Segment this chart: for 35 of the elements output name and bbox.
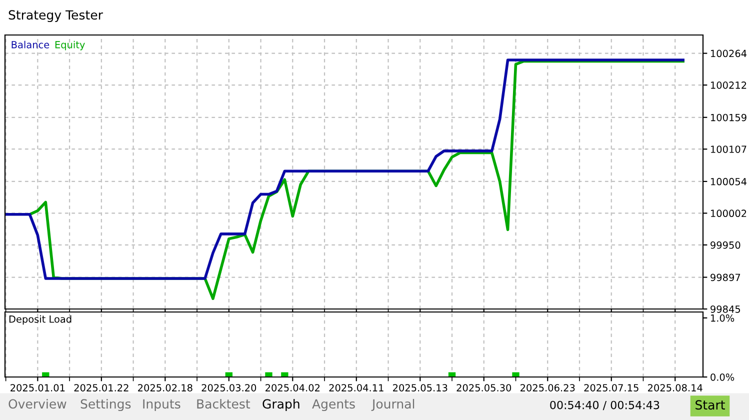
x-tick-label: 2025.06.23 — [520, 384, 575, 392]
text: Graph — [262, 398, 300, 412]
x-tick-label: 2025.01.22 — [74, 384, 128, 392]
y-tick-label: 99897 — [710, 274, 740, 282]
text: Equity — [55, 40, 85, 50]
y-tick-label: 0.0% — [710, 373, 734, 381]
x-tick-label: 2025.04.02 — [266, 384, 320, 392]
y-tick-label: 100002 — [711, 210, 746, 218]
x-tick-label: 2025.03.20 — [202, 384, 256, 392]
y-tick-label: 99950 — [710, 241, 740, 249]
text: Overview — [8, 398, 66, 409]
text: Agents — [312, 399, 355, 412]
text: Balance — [12, 40, 50, 48]
x-tick-label: 2025.05.13 — [393, 384, 448, 392]
x-tick-label: 2025.02.18 — [138, 384, 192, 392]
y-tick-label: 100107 — [711, 146, 746, 153]
text: Inputs — [143, 399, 180, 412]
x-tick-label: 2025.05.30 — [456, 384, 512, 392]
text: 00:54:40 / 00:54:43 — [550, 400, 660, 410]
x-tick-label: 2025.04.11 — [329, 384, 384, 392]
y-tick-label: 1.0% — [711, 314, 734, 322]
y-tick-label: 100212 — [711, 82, 746, 89]
text: Settings — [80, 398, 131, 412]
y-tick-label: 100159 — [711, 114, 746, 122]
chart-title: Deposit Load — [9, 315, 72, 325]
text: Start — [696, 400, 725, 410]
text: Backtest — [197, 398, 250, 409]
x-tick-label: 2025.08.14 — [648, 384, 702, 392]
y-tick-label: 100264 — [711, 50, 747, 58]
y-tick-label: 100054 — [711, 178, 747, 186]
text: Journal — [371, 398, 414, 411]
y-tick-label: 99845 — [710, 305, 740, 313]
x-tick-label: 2025.07.15 — [584, 384, 638, 392]
chart-title: Strategy Tester — [8, 10, 103, 22]
x-tick-label: 2025.01.01 — [10, 384, 65, 392]
